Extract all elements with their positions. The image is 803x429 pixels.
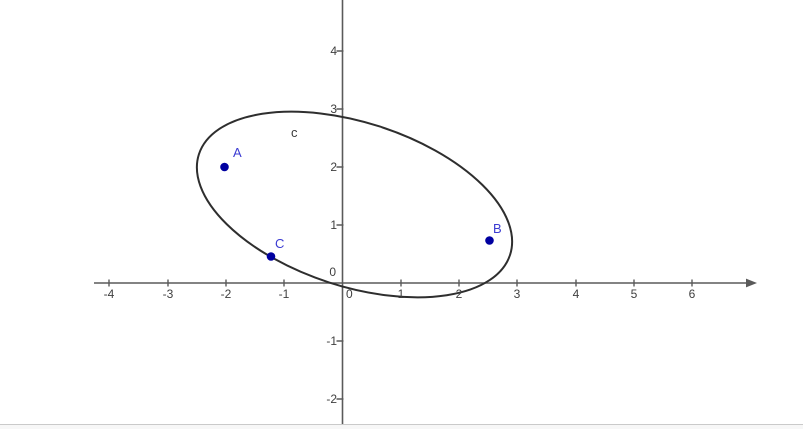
point-A[interactable] [220,162,229,172]
x-tick-label-6: 6 [688,287,696,301]
point-B[interactable] [485,236,494,245]
conic-c-curve[interactable] [174,76,536,333]
x-tick-label-5: 5 [630,287,638,301]
point-B-label: B [493,221,502,236]
x-tick-label-2: 2 [455,287,463,301]
y-tick-label--1: -1 [326,334,337,348]
x-tick-label-4: 4 [572,287,580,301]
x-tick-label-1: 1 [397,287,405,301]
x-axis-zero-label: 0 [346,287,353,301]
bottom-status-strip [0,424,803,429]
x-tick-label-3: 3 [513,287,521,301]
y-tick-label-2: 2 [330,160,337,174]
y-tick-label-4: 4 [330,44,337,58]
y-tick-label-1: 1 [330,218,337,232]
point-A-label: A [233,145,242,160]
point-C-label: C [275,236,285,251]
x-tick-label--2: -2 [220,287,232,301]
y-tick-label-3: 3 [330,102,337,116]
x-tick-label--4: -4 [103,287,115,301]
y-axis-zero-label: 0 [329,265,336,279]
y-tick-label--2: -2 [326,392,337,406]
y-axis-ticks [336,50,344,400]
x-axis-arrowhead-icon [746,278,757,288]
x-tick-label--1: -1 [278,287,290,301]
conic-c-label: c [291,125,298,140]
x-axis-ticks [108,279,693,287]
x-tick-label--3: -3 [162,287,174,301]
point-C[interactable] [266,252,276,261]
